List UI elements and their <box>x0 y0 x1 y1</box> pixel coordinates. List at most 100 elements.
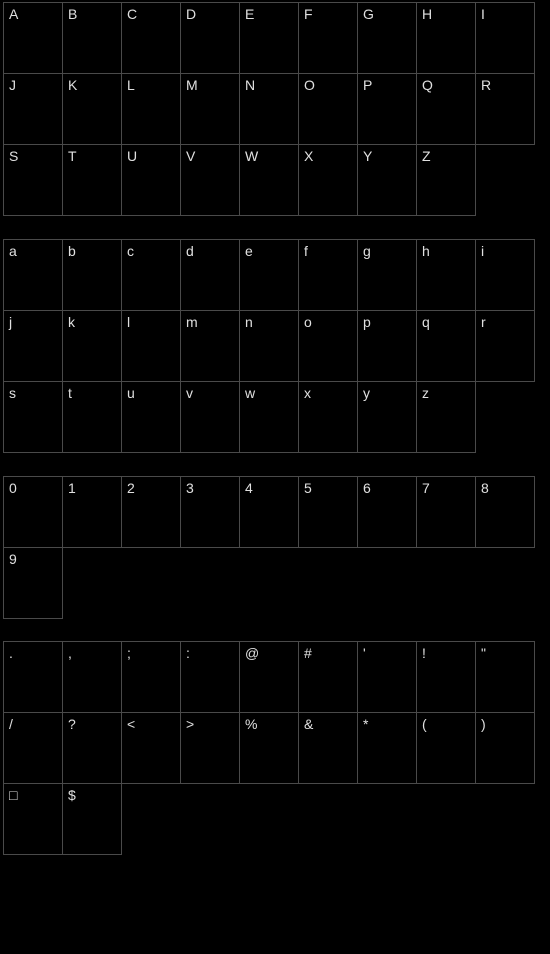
glyph-cell: y <box>357 381 417 453</box>
glyph-label: e <box>245 243 253 259</box>
glyph-label: g <box>363 243 371 259</box>
glyph-cell: f <box>298 239 358 311</box>
glyph-cell: J <box>3 73 63 145</box>
glyph-cell: o <box>298 310 358 382</box>
glyph-cell: K <box>62 73 122 145</box>
glyph-label: W <box>245 148 258 164</box>
glyph-cell: Q <box>416 73 476 145</box>
glyph-label: * <box>363 716 368 732</box>
glyph-label: & <box>304 716 313 732</box>
glyph-cell: ' <box>357 641 417 713</box>
glyph-label: H <box>422 6 432 22</box>
glyph-label: 8 <box>481 480 489 496</box>
glyph-label: 9 <box>9 551 17 567</box>
glyph-label: k <box>68 314 75 330</box>
glyph-cell: E <box>239 2 299 74</box>
glyph-label: b <box>68 243 76 259</box>
glyph-cell: Y <box>357 144 417 216</box>
glyph-label: i <box>481 243 484 259</box>
glyph-cell: / <box>3 712 63 784</box>
glyph-cell: d <box>180 239 240 311</box>
glyph-cell: @ <box>239 641 299 713</box>
glyph-label: @ <box>245 645 259 661</box>
glyph-label: □ <box>9 787 17 803</box>
glyph-label: z <box>422 385 429 401</box>
glyph-cell: V <box>180 144 240 216</box>
glyph-label: # <box>304 645 312 661</box>
glyph-label: w <box>245 385 255 401</box>
glyph-cell: 9 <box>3 547 63 619</box>
glyph-label: n <box>245 314 253 330</box>
glyph-cell: n <box>239 310 299 382</box>
glyph-cell: □ <box>3 783 63 855</box>
glyph-cell: # <box>298 641 358 713</box>
glyph-cell: m <box>180 310 240 382</box>
glyph-cell: 4 <box>239 476 299 548</box>
glyph-label: N <box>245 77 255 93</box>
glyph-label: q <box>422 314 430 330</box>
glyph-label: 2 <box>127 480 135 496</box>
glyph-cell: " <box>475 641 535 713</box>
glyph-cell: A <box>3 2 63 74</box>
glyph-label: m <box>186 314 198 330</box>
glyph-cell: M <box>180 73 240 145</box>
glyph-label: y <box>363 385 370 401</box>
glyph-cell: F <box>298 2 358 74</box>
glyph-label: ? <box>68 716 76 732</box>
glyph-cell: % <box>239 712 299 784</box>
glyph-label: : <box>186 645 190 661</box>
glyph-label: R <box>481 77 491 93</box>
glyph-cell: w <box>239 381 299 453</box>
glyph-cell: u <box>121 381 181 453</box>
glyph-label: % <box>245 716 257 732</box>
glyph-label: T <box>68 148 77 164</box>
glyph-label: M <box>186 77 198 93</box>
glyph-cell: 7 <box>416 476 476 548</box>
glyph-cell: H <box>416 2 476 74</box>
glyph-label: V <box>186 148 195 164</box>
glyph-label: X <box>304 148 313 164</box>
glyph-label: o <box>304 314 312 330</box>
glyph-label: h <box>422 243 430 259</box>
glyph-cell: 8 <box>475 476 535 548</box>
glyph-cell: D <box>180 2 240 74</box>
glyph-label: F <box>304 6 313 22</box>
glyph-label: K <box>68 77 77 93</box>
glyph-cell: ) <box>475 712 535 784</box>
glyph-cell: c <box>121 239 181 311</box>
glyph-label: ( <box>422 716 427 732</box>
glyph-cell: s <box>3 381 63 453</box>
glyph-label: < <box>127 716 135 732</box>
glyph-cell: e <box>239 239 299 311</box>
glyph-cell: ? <box>62 712 122 784</box>
glyph-label: j <box>9 314 12 330</box>
glyph-label: B <box>68 6 77 22</box>
glyph-cell: > <box>180 712 240 784</box>
glyph-label: Z <box>422 148 431 164</box>
glyph-label: L <box>127 77 135 93</box>
glyph-label: , <box>68 645 72 661</box>
glyph-cell: < <box>121 712 181 784</box>
glyph-cell: t <box>62 381 122 453</box>
glyph-cell: r <box>475 310 535 382</box>
glyph-label: 6 <box>363 480 371 496</box>
glyph-cell: l <box>121 310 181 382</box>
glyph-label: I <box>481 6 485 22</box>
glyph-label: 5 <box>304 480 312 496</box>
glyph-label: d <box>186 243 194 259</box>
glyph-label: E <box>245 6 254 22</box>
glyph-cell: 0 <box>3 476 63 548</box>
glyph-label: / <box>9 716 13 732</box>
glyph-label: " <box>481 645 486 661</box>
glyph-cell: G <box>357 2 417 74</box>
glyph-cell: 5 <box>298 476 358 548</box>
glyph-label: t <box>68 385 72 401</box>
glyph-label: 3 <box>186 480 194 496</box>
glyph-cell: . <box>3 641 63 713</box>
glyph-label: c <box>127 243 134 259</box>
glyph-section-uppercase: ABCDEFGHIJKLMNOPQRSTUVWXYZ <box>4 3 536 216</box>
glyph-cell: * <box>357 712 417 784</box>
glyph-label: S <box>9 148 18 164</box>
glyph-cell: N <box>239 73 299 145</box>
glyph-label: l <box>127 314 130 330</box>
